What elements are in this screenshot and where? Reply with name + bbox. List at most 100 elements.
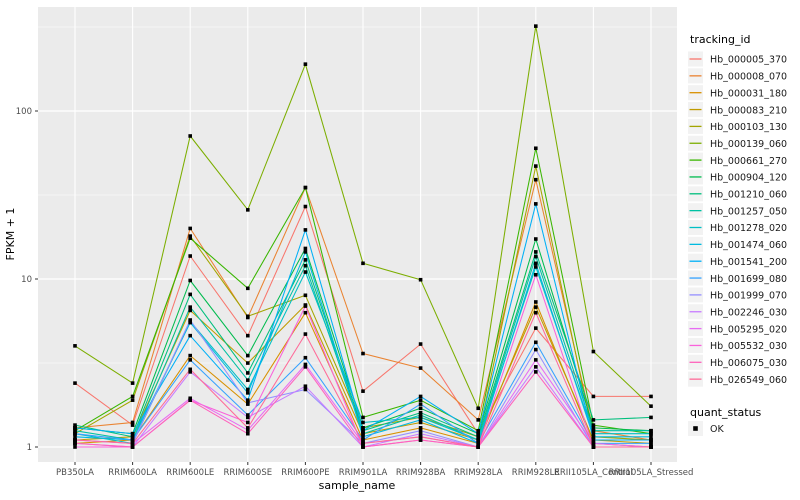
x-tick-label: RRIM600PE	[281, 468, 329, 478]
data-point	[418, 435, 423, 439]
data-point	[246, 378, 250, 382]
data-point	[534, 305, 538, 309]
legend-item: Hb_000083_210	[688, 102, 787, 118]
data-point	[303, 293, 308, 298]
data-point	[418, 394, 423, 399]
legend-item: Hb_001278_020	[688, 220, 787, 235]
data-point	[591, 438, 596, 442]
data-point	[246, 286, 250, 291]
x-tick-label: RRIM928BA	[396, 468, 446, 478]
data-point	[73, 445, 77, 449]
quant-ok-marker	[693, 426, 698, 431]
data-point	[73, 426, 77, 430]
data-point	[591, 423, 596, 427]
legend-item: Hb_001474_060	[688, 236, 787, 252]
tracking-id-legend-title: tracking_id	[690, 33, 751, 46]
legend-item: Hb_000031_180	[688, 85, 787, 101]
data-point	[418, 402, 423, 406]
data-point	[476, 441, 480, 446]
data-point	[303, 387, 308, 392]
x-axis-title: sample_name	[319, 479, 396, 492]
data-point	[246, 415, 250, 420]
data-point	[303, 246, 308, 251]
data-point	[649, 445, 653, 449]
x-tick-label: RRII105LA_Stressed	[609, 468, 694, 478]
data-point	[649, 431, 653, 436]
legend-item: Hb_000661_270	[688, 152, 787, 168]
data-point	[246, 431, 250, 436]
data-point	[188, 236, 192, 240]
data-point	[246, 353, 250, 358]
data-point	[130, 381, 135, 385]
legend-item: Hb_002246_030	[688, 304, 787, 320]
legend-item: Hb_001541_200	[688, 253, 787, 269]
data-point	[246, 391, 250, 395]
legend-item-label: Hb_006075_030	[710, 358, 787, 369]
x-tick-label: PB350LA	[56, 468, 94, 478]
data-point	[591, 394, 596, 399]
legend-item-label: Hb_001210_060	[710, 190, 787, 201]
legend-item: Hb_005532_030	[688, 337, 787, 353]
data-point	[361, 261, 365, 266]
data-point	[303, 384, 308, 389]
data-point	[246, 361, 250, 365]
legend-item-label: Hb_000139_060	[710, 139, 787, 150]
data-point	[418, 428, 423, 433]
legend-item-label: Hb_001278_020	[710, 223, 787, 234]
data-point	[418, 342, 423, 346]
data-point	[534, 177, 538, 182]
data-point	[476, 431, 480, 436]
data-point	[591, 428, 596, 433]
legend-item: Hb_001257_050	[688, 203, 787, 219]
data-point	[534, 237, 538, 241]
quant-status-ok-label: OK	[710, 424, 724, 435]
quant-status-legend-item	[688, 421, 703, 436]
data-point	[534, 261, 538, 266]
data-point	[418, 406, 423, 411]
data-point	[73, 438, 77, 442]
legend-item-label: Hb_000103_130	[710, 122, 787, 133]
data-point	[649, 394, 653, 399]
data-point	[361, 441, 365, 446]
legend-item: Hb_000103_130	[688, 118, 787, 134]
data-point	[649, 441, 653, 446]
data-point	[130, 431, 135, 436]
legend-item-label: Hb_001541_200	[710, 257, 787, 268]
legend-item-label: Hb_000904_120	[710, 173, 787, 184]
data-point	[303, 355, 308, 360]
data-point	[649, 435, 653, 439]
data-point	[246, 413, 250, 417]
x-tick-label: RRIM600LA	[108, 468, 157, 478]
data-point	[418, 413, 423, 417]
x-tick-label: RRIM928LE	[512, 468, 560, 478]
data-point	[534, 370, 538, 374]
data-point	[246, 398, 250, 402]
data-point	[303, 62, 308, 66]
data-point	[130, 420, 135, 425]
data-point	[303, 258, 308, 262]
data-point	[246, 333, 250, 338]
data-point	[73, 381, 77, 385]
data-point	[188, 305, 192, 309]
legend-item-label: Hb_001257_050	[710, 206, 787, 217]
data-point	[534, 250, 538, 254]
data-point	[188, 333, 192, 338]
y-tick-label: 1	[27, 443, 32, 453]
data-point	[188, 278, 192, 283]
data-point	[361, 351, 365, 356]
data-point	[591, 431, 596, 436]
data-point	[649, 415, 653, 420]
data-point	[246, 387, 250, 392]
data-point	[361, 389, 365, 393]
quant-status-legend-title: quant_status	[690, 406, 762, 419]
data-point	[130, 445, 135, 449]
data-point	[303, 270, 308, 274]
data-point	[534, 202, 538, 206]
data-point	[418, 398, 423, 402]
data-point	[188, 396, 192, 401]
legend-item-label: Hb_000661_270	[710, 156, 787, 167]
data-point	[246, 371, 250, 375]
chart-render-root: PB350LA RRIM600LA RRIM600LE RRIM600SE RRIM60…	[16, 7, 787, 478]
data-point	[591, 445, 596, 449]
